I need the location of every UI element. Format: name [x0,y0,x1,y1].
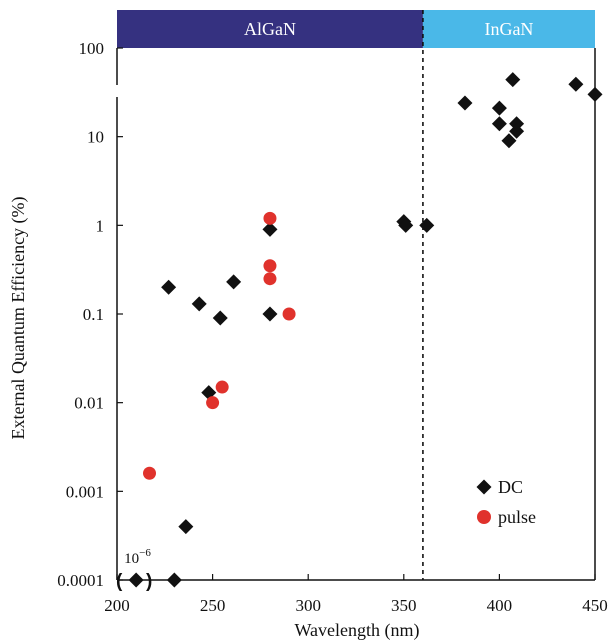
y-tick-label: 0.1 [83,305,104,324]
point-dc [501,133,517,149]
point-pulse [282,307,296,321]
legend: DC pulse [476,477,536,527]
point-dc [419,217,435,233]
annotation-text: 10−6 [124,547,151,567]
point-pulse [206,396,220,410]
point-dc [457,95,473,111]
x-tick-label: 350 [391,596,417,615]
x-tick-label: 450 [582,596,608,615]
band-ingan [422,10,595,48]
point-dc [166,572,182,588]
y-axis-break [113,85,121,97]
point-dc [491,116,507,132]
x-tick-label: 300 [295,596,321,615]
point-pulse [263,272,277,286]
point-dc [262,221,278,237]
point-dc [505,72,521,88]
y-tick-label: 100 [79,39,105,58]
point-dc [226,274,242,290]
y-axis-title: External Quantum Efficiency (%) [8,196,29,439]
y-tick-label: 1 [96,216,105,235]
legend-marker-dc [476,479,492,495]
axis-ticks: 200 250 300 350 400 450 0.0001 0.001 0.01 0.1 1 10 1… [57,39,608,615]
x-tick-label: 250 [200,596,226,615]
point-dc [212,310,228,326]
point-dc [262,306,278,322]
legend-marker-pulse [477,510,491,524]
point-dc [491,100,507,116]
x-tick-label: 400 [487,596,513,615]
y-tick-label: 0.001 [66,482,104,501]
point-pulse [263,211,277,225]
point-dc [568,76,584,92]
point-dc [178,519,194,535]
data-points [128,72,603,588]
point-pulse [263,259,277,273]
band-algan [117,10,423,48]
point-dc [161,279,177,295]
point-dc [587,86,603,102]
x-tick-label: 200 [104,596,130,615]
band-label-ingan: InGaN [484,19,533,39]
point-pulse [143,466,157,480]
point-dc [509,123,525,139]
legend-label-pulse: pulse [498,507,536,527]
annotation-paren-right: ) [146,571,152,592]
point-dc [128,572,144,588]
y-tick-label: 0.01 [74,394,104,413]
exponent-annotation: 10−6() [116,547,152,592]
material-bands: AlGaN InGaN [117,10,595,48]
y-tick-label: 0.0001 [57,571,104,590]
point-dc [191,296,207,312]
y-tick-label: 10 [87,128,104,147]
point-dc [398,217,414,233]
point-dc [509,116,525,132]
point-pulse [215,380,229,394]
legend-label-dc: DC [498,477,523,497]
annotation-paren-left: ( [116,571,123,592]
band-label-algan: AlGaN [244,19,296,39]
x-axis-title: Wavelength (nm) [294,620,419,641]
